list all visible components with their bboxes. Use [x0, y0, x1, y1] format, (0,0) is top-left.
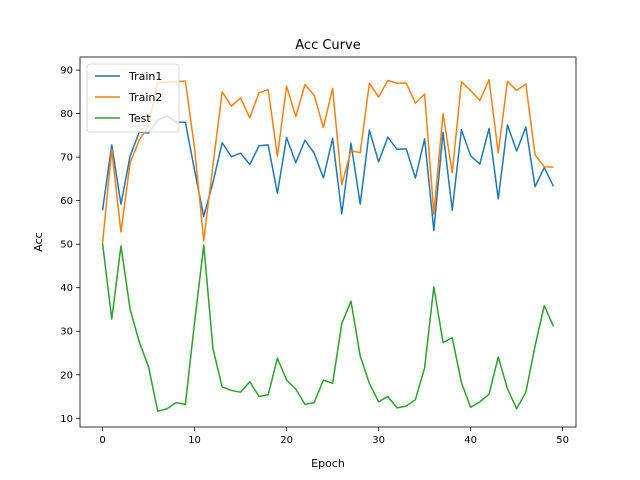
y-axis: 10 20 30 40 50 60 70 80 90 [60, 66, 80, 425]
legend-box [86, 63, 180, 133]
y-tick-label: 30 [60, 327, 73, 338]
x-axis: 0 10 20 30 40 50 [99, 427, 569, 446]
legend: Train1 Train2 Test [86, 63, 180, 133]
y-tick-label: 80 [60, 109, 73, 120]
x-tick-label: 30 [372, 435, 385, 446]
x-tick-label: 50 [556, 435, 569, 446]
series-line-test [101, 243, 555, 413]
x-axis-label: Epoch [311, 457, 345, 470]
series-line-train1 [101, 115, 555, 231]
axes-frame [79, 56, 577, 428]
y-tick-label: 20 [60, 370, 73, 381]
legend-label-train1: Train1 [128, 70, 162, 83]
x-tick-label: 10 [188, 435, 201, 446]
y-tick-label: 10 [60, 414, 73, 425]
legend-label-train2: Train2 [128, 91, 162, 104]
y-tick-label: 40 [60, 283, 73, 294]
chart-title: Acc Curve [295, 38, 360, 53]
x-tick-label: 20 [280, 435, 293, 446]
y-tick-label: 60 [60, 196, 73, 207]
y-tick-label: 50 [60, 240, 73, 251]
y-axis-label: Acc [32, 232, 45, 251]
x-tick-label: 0 [99, 435, 105, 446]
y-tick-label: 70 [60, 153, 73, 164]
x-tick-label: 40 [464, 435, 477, 446]
legend-label-test: Test [128, 112, 151, 125]
y-tick-label: 90 [60, 66, 73, 77]
